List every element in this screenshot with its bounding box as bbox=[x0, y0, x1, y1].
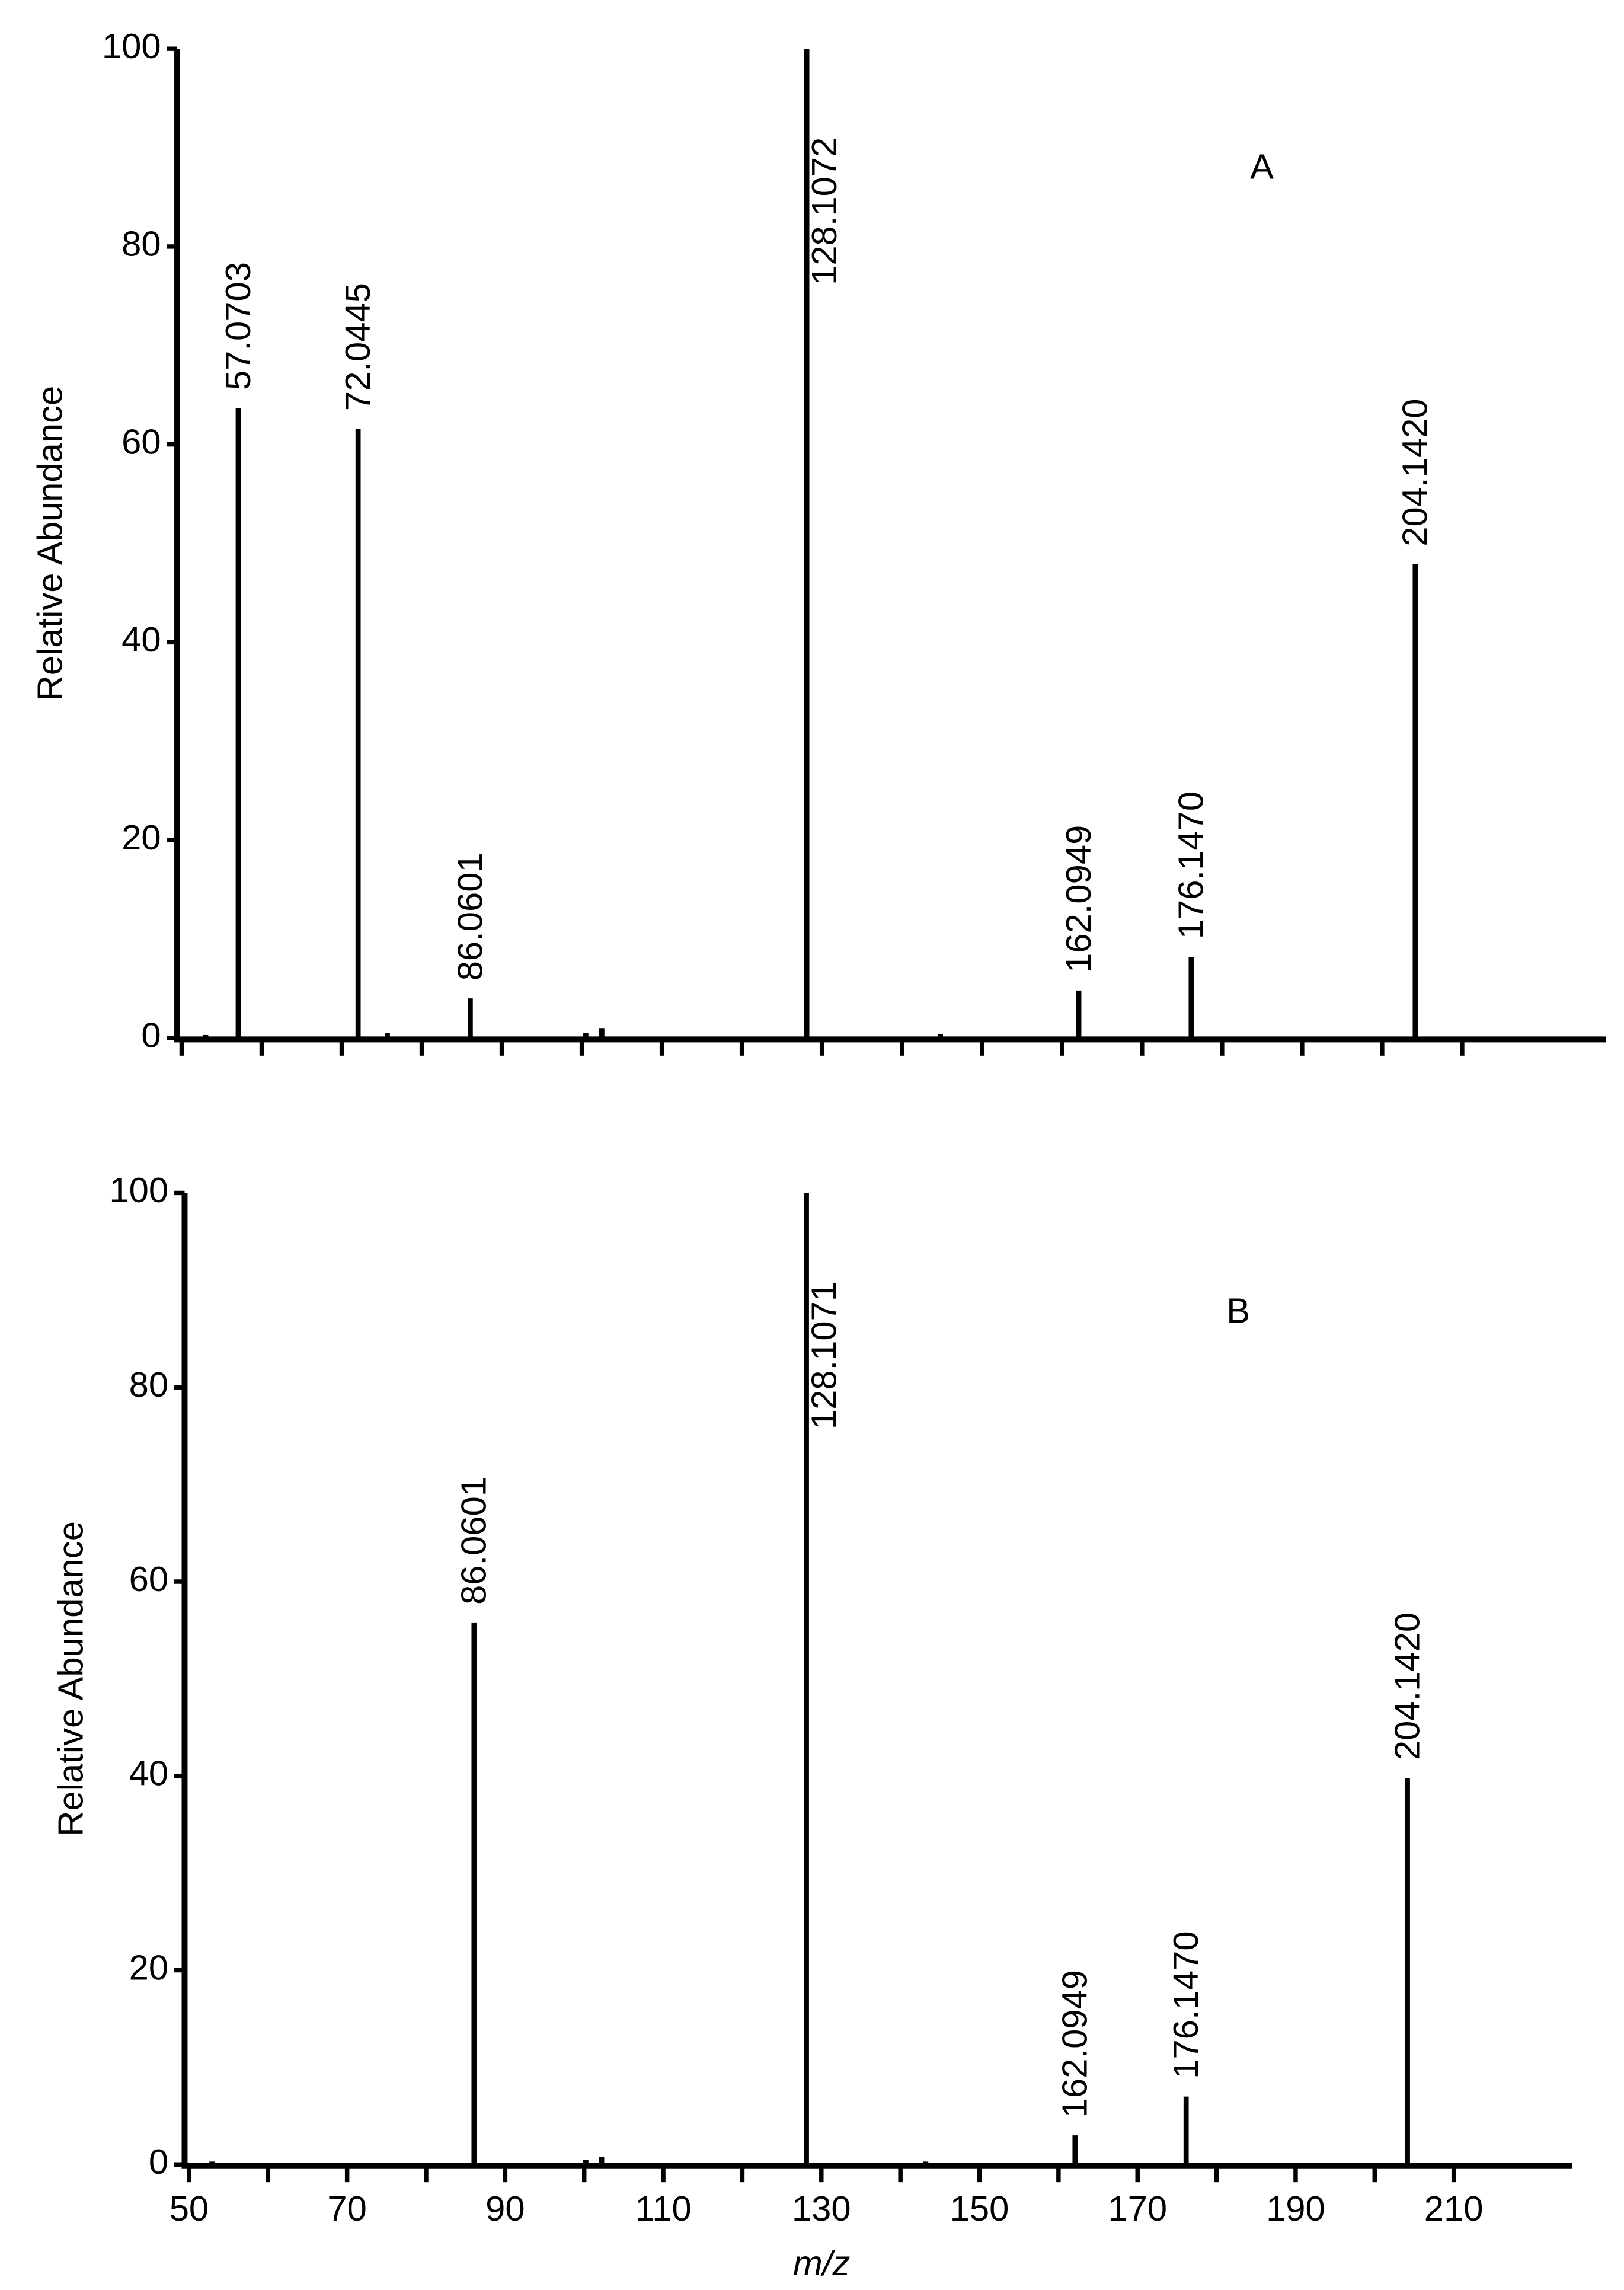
peak-label: 57.0703 bbox=[218, 262, 258, 390]
peak-label: 128.1071 bbox=[804, 1282, 843, 1429]
peak-label: 86.0601 bbox=[454, 1477, 494, 1605]
x-tick-label: 170 bbox=[1108, 2189, 1167, 2228]
y-tick-label: 100 bbox=[102, 26, 161, 66]
peak-label: 86.0601 bbox=[450, 852, 490, 980]
y-axis-label: Relative Abundance bbox=[30, 386, 70, 701]
peak-label: 162.0949 bbox=[1055, 1970, 1095, 2117]
y-tick-label: 60 bbox=[129, 1559, 168, 1599]
y-tick-label: 80 bbox=[129, 1365, 168, 1404]
peak-label: 176.1470 bbox=[1166, 1931, 1206, 2078]
x-tick-label: 150 bbox=[950, 2189, 1009, 2228]
peak-label: 204.1420 bbox=[1387, 1612, 1427, 1760]
peak-label: 72.0445 bbox=[338, 283, 378, 411]
y-tick-label: 20 bbox=[129, 1947, 168, 1987]
panel-label: A bbox=[1250, 146, 1274, 186]
y-axis-label: Relative Abundance bbox=[51, 1521, 91, 1837]
y-tick-label: 60 bbox=[122, 421, 161, 461]
y-tick-label: 20 bbox=[122, 817, 161, 857]
panel-label: B bbox=[1226, 1291, 1250, 1331]
y-tick-label: 40 bbox=[122, 619, 161, 659]
x-tick-label: 130 bbox=[792, 2189, 851, 2228]
x-tick-label: 110 bbox=[635, 2189, 691, 2228]
y-tick-label: 80 bbox=[122, 224, 161, 264]
x-tick-label: 50 bbox=[170, 2189, 209, 2228]
x-tick-label: 70 bbox=[327, 2189, 366, 2228]
peak-label: 162.0949 bbox=[1059, 825, 1098, 973]
x-tick-label: 210 bbox=[1424, 2189, 1484, 2228]
peak-label: 128.1072 bbox=[804, 138, 844, 285]
x-tick-label: 90 bbox=[485, 2189, 525, 2228]
peak-label: 176.1470 bbox=[1171, 791, 1211, 939]
y-tick-label: 100 bbox=[109, 1170, 168, 1210]
y-tick-label: 0 bbox=[149, 2142, 168, 2182]
x-axis-label: m/z bbox=[793, 2243, 850, 2283]
peak-label: 204.1420 bbox=[1395, 398, 1435, 546]
y-tick-label: 0 bbox=[141, 1015, 161, 1055]
y-tick-label: 40 bbox=[129, 1754, 168, 1793]
x-tick-label: 190 bbox=[1266, 2189, 1325, 2228]
